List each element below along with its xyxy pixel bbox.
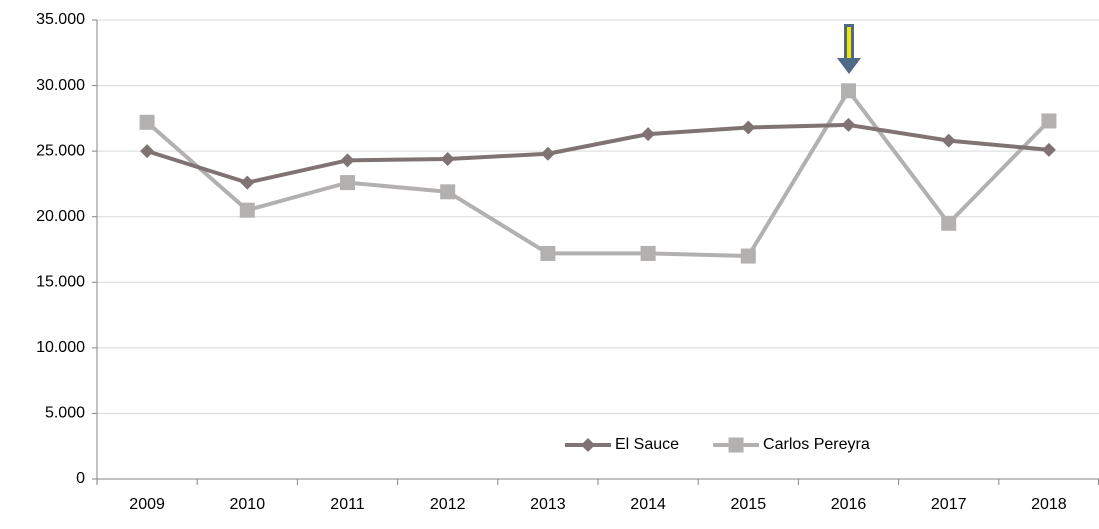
point: [640, 245, 656, 261]
point: [540, 146, 555, 161]
point: [239, 202, 255, 218]
y-tick-label: 20.000: [36, 208, 85, 225]
x-tick-label: 2010: [230, 496, 266, 513]
point: [741, 120, 756, 135]
x-tick-label: 2009: [129, 496, 165, 513]
y-tick-label: 25.000: [36, 142, 85, 159]
point: [340, 153, 355, 168]
point: [139, 114, 155, 130]
point: [728, 437, 744, 453]
series-line: [146, 122, 1050, 185]
x-tick-label: 2016: [831, 496, 867, 513]
y-tick-label: 35.000: [36, 11, 85, 28]
point: [841, 83, 856, 99]
point: [740, 248, 756, 264]
series-line: [145, 88, 1051, 259]
point: [540, 245, 556, 261]
legend-label: Carlos Pereyra: [763, 436, 870, 453]
y-tick-label: 10.000: [36, 339, 85, 356]
point: [841, 117, 856, 132]
y-tick-label: 15.000: [36, 274, 85, 291]
point: [340, 175, 355, 191]
point: [140, 144, 155, 159]
point: [581, 438, 595, 452]
y-tick-label: 30.000: [36, 77, 85, 94]
x-tick-label: 2017: [931, 496, 967, 513]
point: [440, 152, 455, 167]
point: [1041, 142, 1056, 157]
annotation-arrow: [837, 24, 861, 74]
x-tick-label: 2013: [530, 496, 566, 513]
x-tick-label: 2015: [731, 496, 767, 513]
x-tick-label: 2012: [430, 496, 466, 513]
point: [941, 133, 956, 148]
x-tick-label: 2018: [1031, 496, 1067, 513]
y-tick-label: 5.000: [45, 405, 85, 422]
point: [641, 127, 656, 142]
y-tick-label: 0: [76, 470, 85, 487]
point: [240, 175, 255, 190]
point: [1041, 113, 1057, 129]
x-tick-label: 2011: [330, 496, 365, 513]
x-tick-label: 2014: [630, 496, 666, 513]
legend-label: El Sauce: [615, 436, 679, 453]
point: [440, 184, 456, 200]
point: [941, 215, 957, 231]
